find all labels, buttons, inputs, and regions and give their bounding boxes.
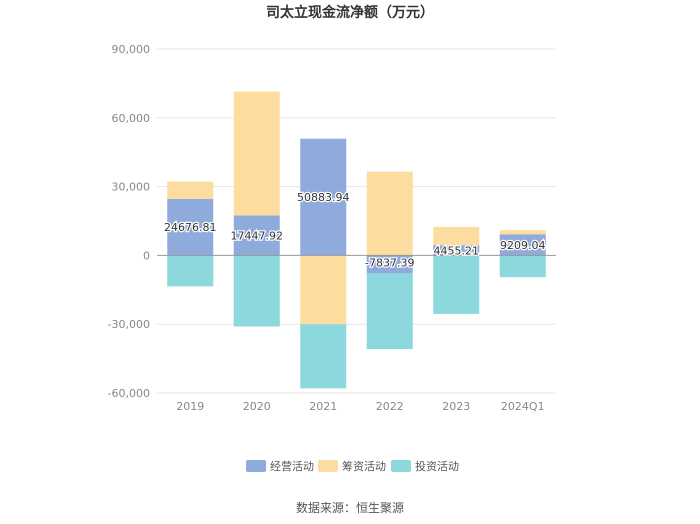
- bar-segment: [167, 255, 214, 287]
- bar-segment: [300, 138, 347, 256]
- x-tick-label: 2024Q1: [501, 400, 545, 413]
- y-tick-label: -30,000: [108, 318, 150, 331]
- x-tick-label: 2023: [442, 400, 470, 413]
- legend-swatch[interactable]: [391, 460, 411, 472]
- data-label: 9209.04: [500, 239, 546, 252]
- x-tick-label: 2022: [376, 400, 404, 413]
- bar-segment: [366, 273, 413, 350]
- bar-segment: [366, 255, 413, 274]
- data-label: -7837.39: [365, 256, 414, 269]
- bar-segment: [366, 171, 413, 256]
- grid-layer: [157, 48, 556, 394]
- data-label: 50883.94: [297, 191, 350, 204]
- bar-segment: [233, 91, 280, 216]
- legend-label[interactable]: 投资活动: [415, 459, 459, 473]
- data-label: 24676.81: [164, 221, 217, 234]
- y-tick-label: 90,000: [112, 43, 151, 56]
- bar-segment: [433, 255, 480, 314]
- bar-segment: [499, 234, 546, 256]
- legend-label[interactable]: 筹资活动: [342, 459, 386, 473]
- bars: [167, 91, 546, 389]
- zero-line-layer: [157, 254, 556, 394]
- bar-segment: [433, 226, 480, 246]
- bar-segment: [300, 255, 347, 325]
- bar-segment: [233, 215, 280, 256]
- legend-swatch[interactable]: [318, 460, 338, 472]
- data-label: 4455.21: [434, 244, 480, 257]
- bar-segment: [499, 230, 546, 235]
- bar-segment: [433, 245, 480, 256]
- x-tick-label: 2019: [176, 400, 204, 413]
- y-tick-label: -60,000: [108, 387, 150, 400]
- x-tick-label: 2021: [309, 400, 337, 413]
- x-tick-label: 2020: [243, 400, 271, 413]
- x-axis: 2019 2020 2021 2022 2023 2024Q1: [176, 400, 544, 413]
- data-source: 数据来源：恒生聚源: [295, 501, 404, 515]
- y-tick-label: 60,000: [112, 112, 151, 125]
- y-tick-label: 30,000: [112, 181, 151, 194]
- data-label: 17447.92: [231, 229, 284, 242]
- bar-segment: [233, 255, 280, 327]
- legend: 经营活动 筹资活动 投资活动: [246, 459, 459, 473]
- bar-segment: [300, 324, 347, 389]
- legend-swatch[interactable]: [246, 460, 266, 472]
- legend-label[interactable]: 经营活动: [270, 459, 314, 473]
- y-tick-label: 0: [143, 249, 150, 262]
- chart-title: 司太立现金流净额（万元）: [266, 4, 434, 21]
- y-axis: 90,000 60,000 30,000 0 -30,000 -60,000: [108, 43, 150, 400]
- data-labels: 24676.81 17447.92 50883.94 -7837.39 4455.21 9…: [163, 190, 547, 271]
- bar-segment: [499, 255, 546, 278]
- bar-segment: [167, 198, 214, 256]
- bar-segment: [167, 181, 214, 199]
